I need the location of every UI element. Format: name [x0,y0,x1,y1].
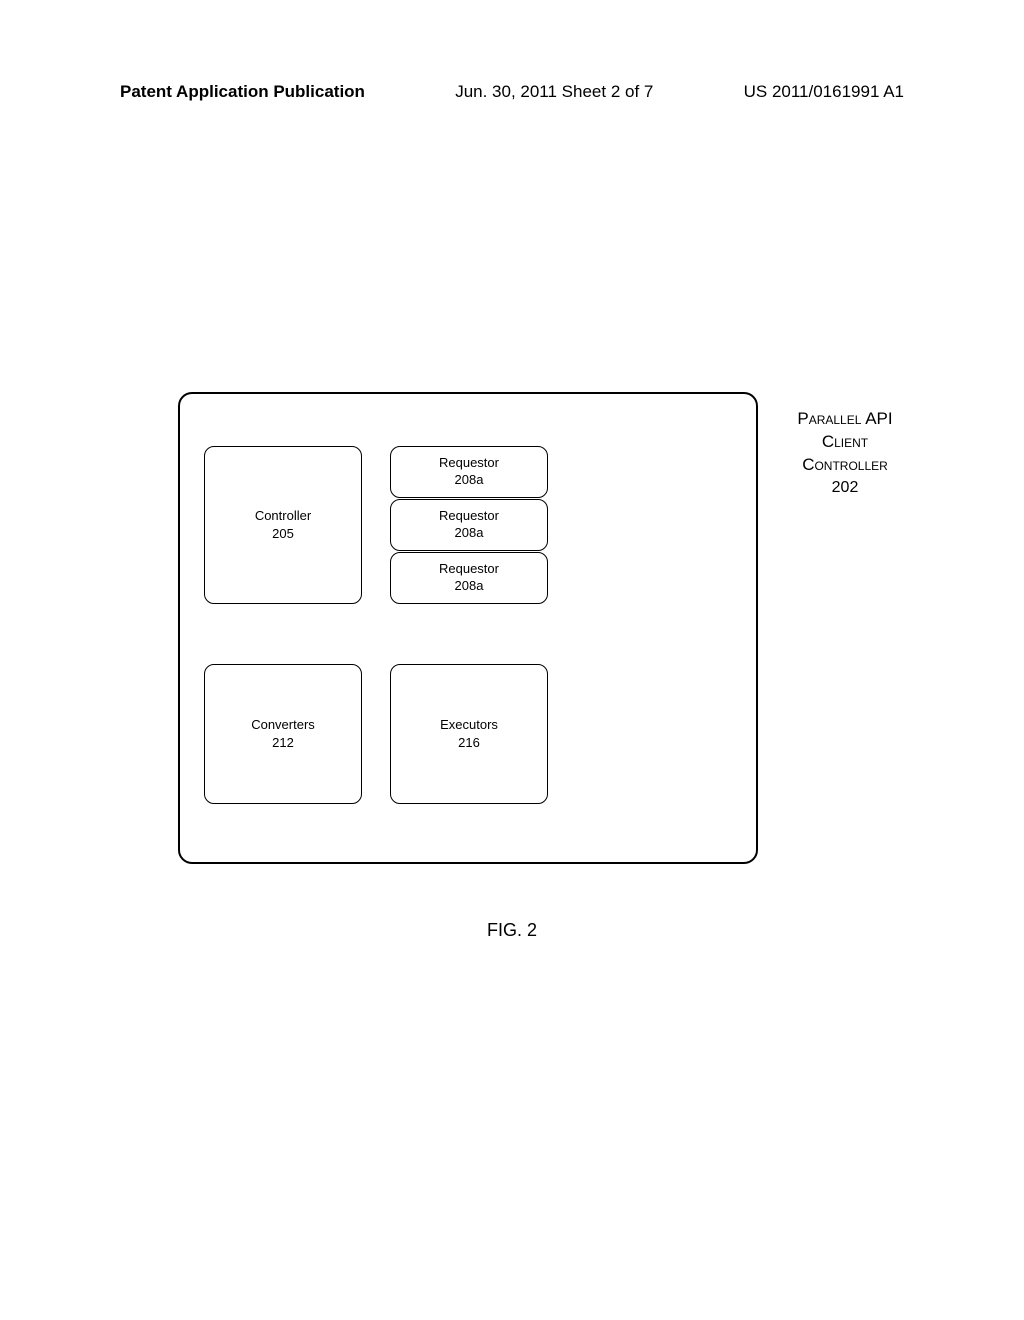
page-header: Patent Application Publication Jun. 30, … [0,82,1024,102]
requestor-stack: Requestor 208a Requestor 208a Requestor … [390,446,548,605]
header-right: US 2011/0161991 A1 [744,82,904,102]
converters-label: Converters [251,716,315,734]
side-label-line2: Client [770,431,920,454]
requestor-box: Requestor 208a [390,552,548,604]
controller-ref: 205 [272,525,294,543]
side-label-line4: 202 [770,477,920,499]
side-label-line1: Parallel API [770,408,920,431]
requestor-box: Requestor 208a [390,446,548,498]
controller-label: Controller [255,507,311,525]
figure-caption: FIG. 2 [0,920,1024,941]
requestor-ref: 208a [455,472,484,489]
executors-box: Executors 216 [390,664,548,804]
header-center: Jun. 30, 2011 Sheet 2 of 7 [455,82,653,102]
executors-ref: 216 [458,734,480,752]
diagram-container: Controller 205 Requestor 208a Requestor … [178,392,758,864]
requestor-ref: 208a [455,578,484,595]
side-label-line3: Controller [770,454,920,477]
requestor-ref: 208a [455,525,484,542]
side-label: Parallel API Client Controller 202 [770,408,920,498]
converters-box: Converters 212 [204,664,362,804]
requestor-label: Requestor [439,561,499,578]
requestor-label: Requestor [439,455,499,472]
converters-ref: 212 [272,734,294,752]
header-left: Patent Application Publication [120,82,365,102]
requestor-label: Requestor [439,508,499,525]
executors-label: Executors [440,716,498,734]
requestor-box: Requestor 208a [390,499,548,551]
controller-box: Controller 205 [204,446,362,604]
